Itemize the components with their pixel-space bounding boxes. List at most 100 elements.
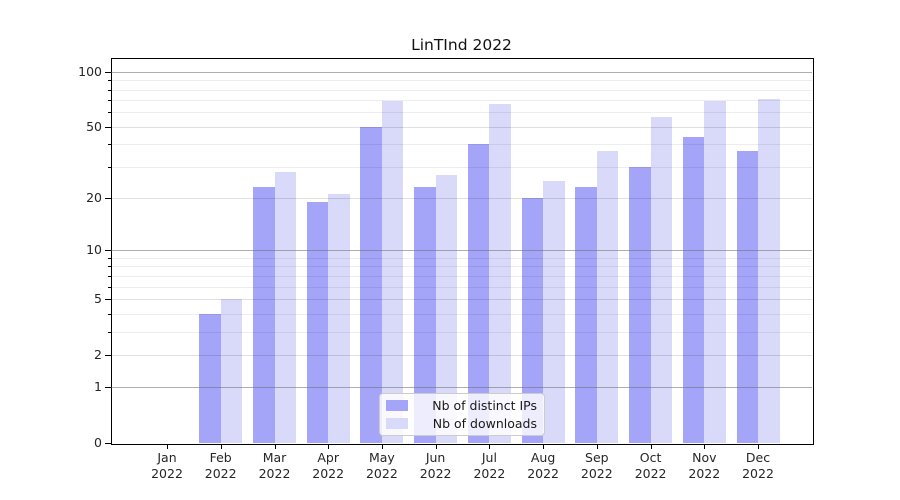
gridline-y-minor-9	[111, 257, 812, 259]
y-minor-tick-60	[107, 112, 111, 114]
y-minor-tick-6	[107, 286, 111, 288]
gridline-y-minor-40	[111, 144, 812, 146]
y-minor-tick-70	[107, 100, 111, 102]
gridline-y-minor-60	[111, 112, 812, 114]
legend-swatch-distinct-ips-icon	[386, 400, 408, 411]
bar-downloads-oct	[650, 116, 673, 443]
gridline-y-minor-70	[111, 100, 812, 102]
y-minor-tick-9	[107, 257, 111, 259]
gridline-y-minor-90	[111, 80, 812, 82]
x-tick-label-mar: Mar 2022	[258, 450, 291, 481]
bar-distinct-ips-apr	[306, 202, 329, 443]
y-tick-label-10: 10	[86, 242, 102, 258]
x-tick-mar	[274, 444, 276, 449]
x-tick-label-jan: Jan 2022	[151, 450, 183, 481]
y-minor-tick-90	[107, 80, 111, 82]
y-tick-label-0: 0	[94, 435, 102, 450]
bar-distinct-ips-feb	[199, 313, 221, 443]
x-tick-aug	[543, 444, 545, 449]
x-tick-label-feb: Feb 2022	[204, 450, 237, 481]
legend: Nb of distinct IPs Nb of downloads	[379, 393, 545, 436]
legend-item-distinct-ips: Nb of distinct IPs	[386, 397, 537, 414]
bar-distinct-ips-oct	[629, 166, 651, 443]
bar-downloads-dec	[758, 99, 780, 443]
gridline-y-minor-7	[111, 275, 812, 277]
y-tick-label-50: 50	[86, 118, 102, 134]
y-tick-10	[105, 250, 111, 252]
bar-downloads-feb	[220, 298, 243, 443]
x-tick-dec	[758, 444, 759, 449]
y-tick-1	[105, 387, 111, 389]
x-tick-label-aug: Aug 2022	[527, 450, 559, 481]
y-minor-tick-7	[107, 275, 111, 277]
gridline-y-10	[111, 250, 812, 252]
gridline-y-minor-80	[111, 89, 812, 91]
bar-downloads-mar	[274, 172, 296, 443]
y-minor-tick-4	[107, 313, 111, 315]
bar-distinct-ips-nov	[682, 136, 705, 443]
y-tick-label-20: 20	[86, 190, 102, 206]
y-tick-label-2: 2	[94, 346, 102, 362]
bar-distinct-ips-jul	[467, 144, 490, 443]
bar-distinct-ips-mar	[253, 187, 275, 443]
legend-item-downloads: Nb of downloads	[386, 415, 537, 432]
x-tick-may	[381, 444, 383, 449]
x-tick-label-jul: Jul 2022	[473, 450, 506, 481]
bar-downloads-jul	[489, 103, 511, 443]
bar-distinct-ips-dec	[736, 150, 758, 443]
gridline-y-50	[111, 126, 812, 128]
x-tick-label-may: May 2022	[365, 450, 398, 481]
gridline-y-minor-6	[111, 286, 812, 288]
bar-distinct-ips-jun	[414, 187, 436, 443]
y-minor-tick-30	[107, 166, 111, 168]
legend-label-distinct-ips: Nb of distinct IPs	[432, 398, 537, 413]
x-tick-label-sep: Sep 2022	[580, 450, 613, 481]
bar-distinct-ips-aug	[521, 198, 544, 443]
x-tick-feb	[220, 444, 222, 449]
y-minor-tick-3	[107, 331, 111, 333]
chart-title: LinTInd 2022	[411, 36, 512, 54]
x-tick-label-nov: Nov 2022	[688, 450, 721, 481]
y-tick-5	[105, 298, 111, 300]
gridline-y-minor-30	[111, 166, 812, 168]
y-tick-label-1: 1	[94, 379, 102, 395]
bar-downloads-jun	[435, 175, 458, 443]
gridline-y-2	[111, 354, 812, 356]
x-tick-jan	[167, 444, 168, 449]
x-tick-label-apr: Apr 2022	[312, 450, 345, 481]
y-tick-100	[105, 71, 111, 73]
x-tick-nov	[704, 444, 706, 449]
x-tick-oct	[650, 444, 652, 449]
legend-swatch-downloads-icon	[386, 418, 408, 429]
gridline-y-20	[111, 198, 812, 200]
bar-downloads-may	[381, 101, 404, 443]
x-tick-apr	[328, 444, 330, 449]
bar-distinct-ips-may	[360, 126, 382, 443]
bar-downloads-aug	[543, 181, 565, 443]
y-tick-label-5: 5	[94, 290, 102, 306]
bar-downloads-apr	[328, 194, 350, 443]
y-tick-50	[105, 126, 111, 128]
x-tick-jun	[435, 444, 437, 449]
y-tick-0	[105, 443, 111, 444]
gridline-y-minor-8	[111, 266, 812, 268]
x-tick-label-jun: Jun 2022	[419, 450, 452, 481]
gridline-y-100	[111, 71, 812, 73]
gridline-y-1	[111, 387, 812, 389]
bar-distinct-ips-sep	[575, 187, 597, 443]
y-minor-tick-80	[107, 89, 111, 91]
y-tick-label-100: 100	[78, 63, 102, 79]
gridline-y-5	[111, 298, 812, 300]
x-tick-sep	[596, 444, 598, 449]
gridline-y-minor-3	[111, 331, 812, 333]
y-minor-tick-40	[107, 144, 111, 146]
bar-downloads-sep	[596, 150, 619, 443]
y-tick-20	[105, 198, 111, 200]
x-tick-label-dec: Dec 2022	[742, 450, 774, 481]
gridline-y-minor-4	[111, 313, 812, 315]
y-tick-2	[105, 354, 111, 356]
bar-downloads-nov	[704, 101, 726, 443]
x-tick-jul	[489, 444, 491, 449]
legend-label-downloads: Nb of downloads	[432, 416, 537, 431]
